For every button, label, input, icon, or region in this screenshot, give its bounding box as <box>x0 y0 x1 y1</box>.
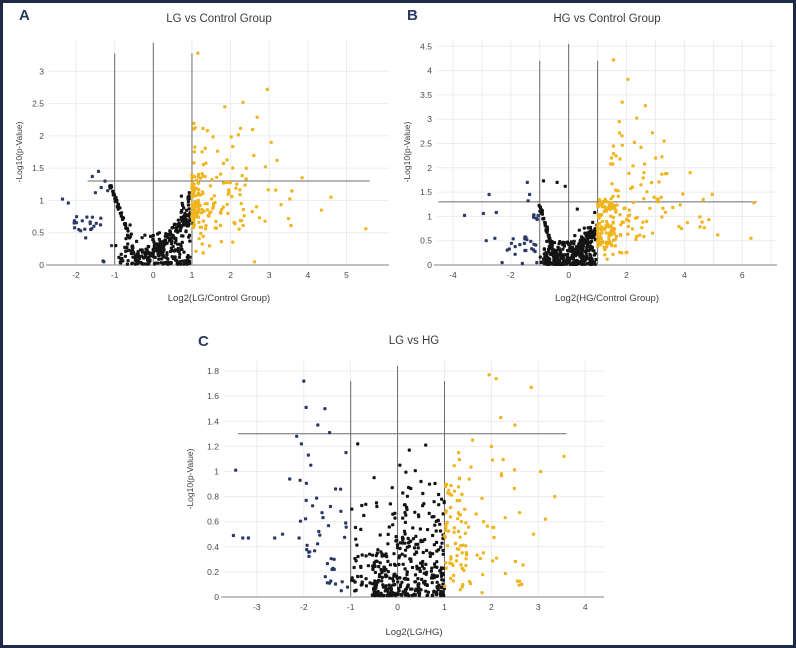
y-tick-label: 1 <box>427 211 432 221</box>
y-tick-label: 3 <box>39 66 44 76</box>
y-tick-label: 2.5 <box>32 99 44 109</box>
series-downregulated <box>60 169 114 264</box>
volcano-plot-b: -4 -2 0 2 4 6 0 0.5 1 1.5 2 2.5 3 3.5 4 4.5 Log2(HG/Cont… <box>402 39 777 304</box>
axis-labels: -3 -2 -1 0 1 2 3 4 0 0.2 0.4 0.6 0.8 1 1.2 1.4 1.6 1.8 Log… <box>185 366 588 638</box>
x-axis-label: Log2(HG/Control Group) <box>555 293 659 304</box>
gridlines <box>437 39 777 265</box>
x-tick-label: 1 <box>190 270 195 280</box>
y-tick-label: 0.2 <box>207 567 219 577</box>
x-tick-label: 2 <box>228 270 233 280</box>
x-tick-label: 4 <box>682 270 687 280</box>
y-tick-label: 1.4 <box>207 416 219 426</box>
y-tick-label: 1 <box>39 195 44 205</box>
threshold-lines <box>46 42 389 266</box>
panel-c: C LG vs HG -3 -2 -1 0 1 2 3 4 0 0.2 0.4 0.6 0.8 1 1.2 1… <box>184 329 614 641</box>
series-non-significant <box>350 442 446 598</box>
y-tick-label: 0 <box>39 260 44 270</box>
y-tick-label: 0 <box>427 260 432 270</box>
y-tick-label: 0.6 <box>207 517 219 527</box>
series-non-significant <box>101 184 195 266</box>
panel-letter-a: A <box>19 7 30 24</box>
gridlines <box>224 361 604 597</box>
y-tick-label: 0.4 <box>207 542 219 552</box>
x-tick-label: -4 <box>449 270 457 280</box>
y-tick-label: 1.2 <box>207 441 219 451</box>
y-axis-label: -Log10(p-Value) <box>14 121 24 182</box>
x-tick-label: 3 <box>536 602 541 612</box>
x-axis-label: Log2(LG/HG) <box>385 627 442 638</box>
x-tick-label: -3 <box>253 602 261 612</box>
series-non-significant <box>537 179 600 266</box>
x-tick-label: 4 <box>583 602 588 612</box>
y-tick-label: 2 <box>427 163 432 173</box>
panel-letter-b: B <box>407 7 418 24</box>
x-tick-label: 3 <box>267 270 272 280</box>
x-tick-label: 1 <box>442 602 447 612</box>
series-downregulated <box>462 180 540 266</box>
chart-title-a: LG vs Control Group <box>166 13 272 25</box>
y-tick-label: 0.8 <box>207 492 219 502</box>
panel-letter-c: C <box>198 333 209 350</box>
y-tick-label: 3.5 <box>420 90 432 100</box>
y-tick-label: 4.5 <box>420 41 432 51</box>
x-tick-label: 0 <box>395 602 400 612</box>
y-tick-label: 3 <box>427 114 432 124</box>
y-tick-label: 1 <box>214 467 219 477</box>
series-upregulated <box>596 58 756 261</box>
y-tick-label: 1.8 <box>207 366 219 376</box>
x-tick-label: 0 <box>151 270 156 280</box>
y-tick-label: 2 <box>39 131 44 141</box>
x-tick-label: 2 <box>624 270 629 280</box>
x-tick-label: -1 <box>347 602 355 612</box>
y-tick-label: 1.5 <box>32 163 44 173</box>
y-axis-label: -Log10(p-Value) <box>402 121 412 182</box>
y-tick-label: 1.5 <box>420 187 432 197</box>
x-tick-label: 5 <box>344 270 349 280</box>
x-tick-label: -1 <box>111 270 119 280</box>
axis-labels: -4 -2 0 2 4 6 0 0.5 1 1.5 2 2.5 3 3.5 4 4.5 Log2(HG/Cont… <box>402 41 745 304</box>
x-tick-label: 6 <box>740 270 745 280</box>
gridlines <box>49 39 389 265</box>
y-axis-label: -Log10(p-Value) <box>185 448 195 509</box>
x-axis-label: Log2(LG/Control Group) <box>168 293 270 304</box>
x-tick-label: -2 <box>300 602 308 612</box>
x-tick-label: -2 <box>72 270 80 280</box>
x-tick-label: 4 <box>306 270 311 280</box>
panel-a: A LG vs Control Group -2 -1 0 1 2 3 4 5 0 0.5 1 1.5… <box>13 7 397 307</box>
x-tick-label: -2 <box>507 270 515 280</box>
threshold-lines <box>434 43 777 266</box>
y-tick-label: 2.5 <box>420 139 432 149</box>
y-tick-label: 0.5 <box>420 236 432 246</box>
y-tick-label: 0.5 <box>32 228 44 238</box>
y-tick-label: 0 <box>214 592 219 602</box>
chart-title-b: HG vs Control Group <box>553 13 661 25</box>
y-tick-label: 1.6 <box>207 391 219 401</box>
threshold-lines <box>221 366 604 598</box>
x-tick-label: 2 <box>489 602 494 612</box>
panel-b: B HG vs Control Group -4 -2 0 2 4 6 0 0.5 1 1.5 2 2… <box>401 7 785 307</box>
x-tick-label: 0 <box>566 270 571 280</box>
chart-title-c: LG vs HG <box>388 335 440 347</box>
series-upregulated <box>190 51 368 264</box>
y-tick-label: 4 <box>427 66 432 76</box>
volcano-plot-a: -2 -1 0 1 2 3 4 5 0 0.5 1 1.5 2 2.5 3 Log2(LG/Control G… <box>14 39 389 304</box>
axis-labels: -2 -1 0 1 2 3 4 5 0 0.5 1 1.5 2 2.5 3 Log2(LG/Control G… <box>14 66 349 304</box>
series-downregulated <box>231 379 350 593</box>
volcano-plot-c: -3 -2 -1 0 1 2 3 4 0 0.2 0.4 0.6 0.8 1 1.2 1.4 1.6 1.8 Log… <box>185 361 604 638</box>
series-upregulated <box>442 373 566 595</box>
